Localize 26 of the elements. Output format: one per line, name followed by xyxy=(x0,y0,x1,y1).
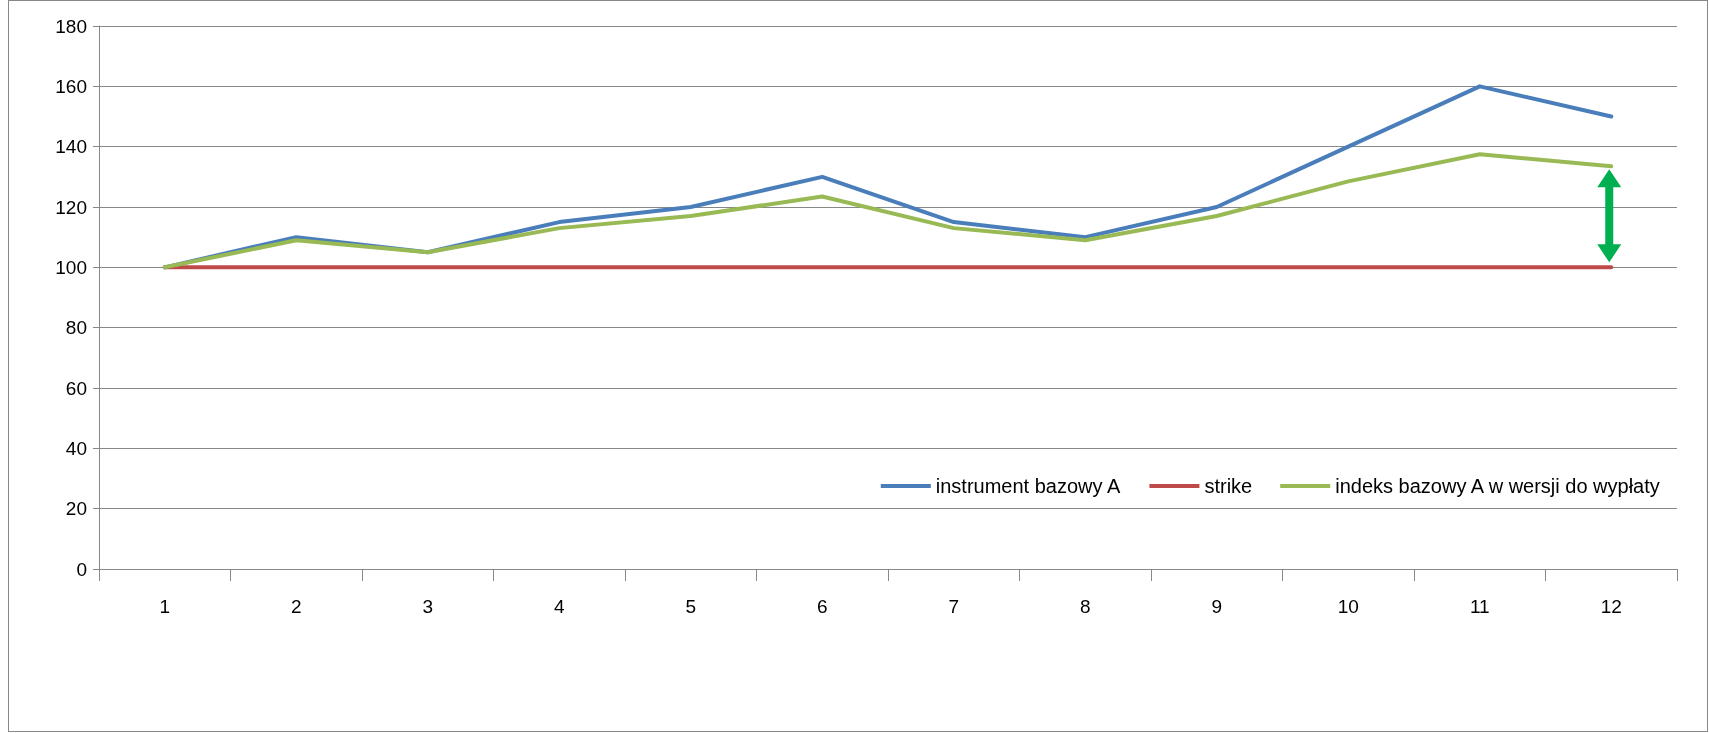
legend-label: indeks bazowy A w wersji do wypłaty xyxy=(1335,475,1660,497)
y-tick-label: 160 xyxy=(55,75,87,97)
x-tick-label: 5 xyxy=(685,596,697,617)
x-tick-label: 12 xyxy=(1600,596,1622,617)
x-tick-label: 1 xyxy=(159,596,171,617)
y-tick-label: 100 xyxy=(55,256,87,278)
x-tick-label: 10 xyxy=(1337,596,1359,617)
legend-label: strike xyxy=(1204,475,1253,497)
legend-label: instrument bazowy A xyxy=(935,475,1121,497)
x-tick-label: 9 xyxy=(1211,596,1223,617)
x-tick-label: 11 xyxy=(1469,596,1490,617)
y-tick-label: 180 xyxy=(55,15,87,37)
x-tick-label: 6 xyxy=(816,596,828,617)
x-tick-label: 3 xyxy=(422,596,434,617)
line-series xyxy=(162,152,1614,270)
y-tick-label: 120 xyxy=(55,196,87,218)
x-tick-label: 8 xyxy=(1079,596,1091,617)
y-tick-label: 60 xyxy=(65,377,87,399)
x-tick-label: 7 xyxy=(948,596,960,617)
y-tick-label: 40 xyxy=(65,437,87,459)
y-tick-label: 140 xyxy=(55,136,87,158)
y-tick-label: 0 xyxy=(76,558,87,580)
x-tick-label: 2 xyxy=(290,596,302,617)
y-tick-label: 20 xyxy=(65,498,87,520)
x-tick-label: 4 xyxy=(553,596,565,617)
y-tick-label: 80 xyxy=(65,317,87,339)
